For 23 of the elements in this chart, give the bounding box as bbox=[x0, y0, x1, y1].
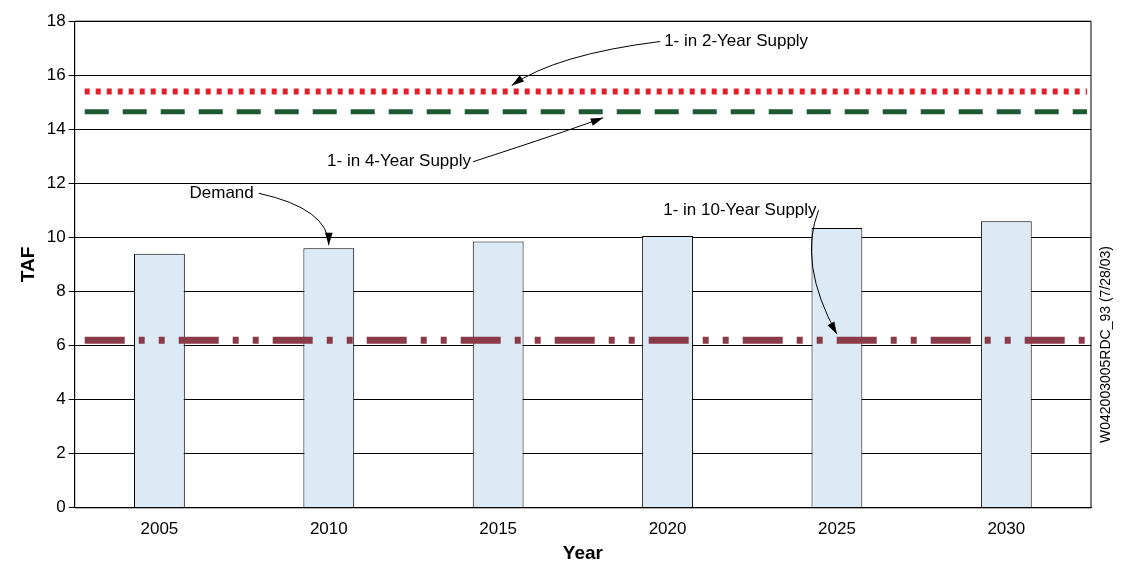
y-tick-label: 8 bbox=[56, 281, 66, 301]
y-tick-label: 0 bbox=[56, 497, 66, 517]
ref-line-label: 1- in 2-Year Supply bbox=[664, 31, 809, 51]
ref-line-label: 1- in 10-Year Supply bbox=[663, 199, 818, 219]
x-tick-label: 2030 bbox=[987, 518, 1026, 538]
y-tick-label: 18 bbox=[46, 10, 66, 30]
y-tick-label: 10 bbox=[46, 227, 66, 247]
x-axis-title: Year bbox=[562, 541, 604, 563]
x-tick-label: 2010 bbox=[309, 518, 348, 538]
y-axis-title: TAF bbox=[16, 246, 38, 283]
y-tick-label: 14 bbox=[46, 119, 66, 139]
ref-line-label: 1- in 4-Year Supply bbox=[327, 151, 472, 171]
y-tick-label: 16 bbox=[46, 64, 66, 84]
x-tick-label: 2015 bbox=[479, 518, 518, 538]
y-tick-label: 4 bbox=[56, 389, 66, 409]
x-tick-label: 2020 bbox=[648, 518, 687, 538]
annotation: Demand bbox=[189, 182, 254, 202]
text: W042003005RDC_93 (7/28/03) bbox=[1096, 246, 1113, 443]
y-tick-label: 12 bbox=[46, 173, 66, 193]
x-tick-label: 2025 bbox=[818, 518, 856, 538]
y-tick-label: 6 bbox=[56, 335, 66, 355]
y-tick-label: 2 bbox=[56, 443, 66, 463]
x-tick-label: 2005 bbox=[140, 518, 179, 538]
